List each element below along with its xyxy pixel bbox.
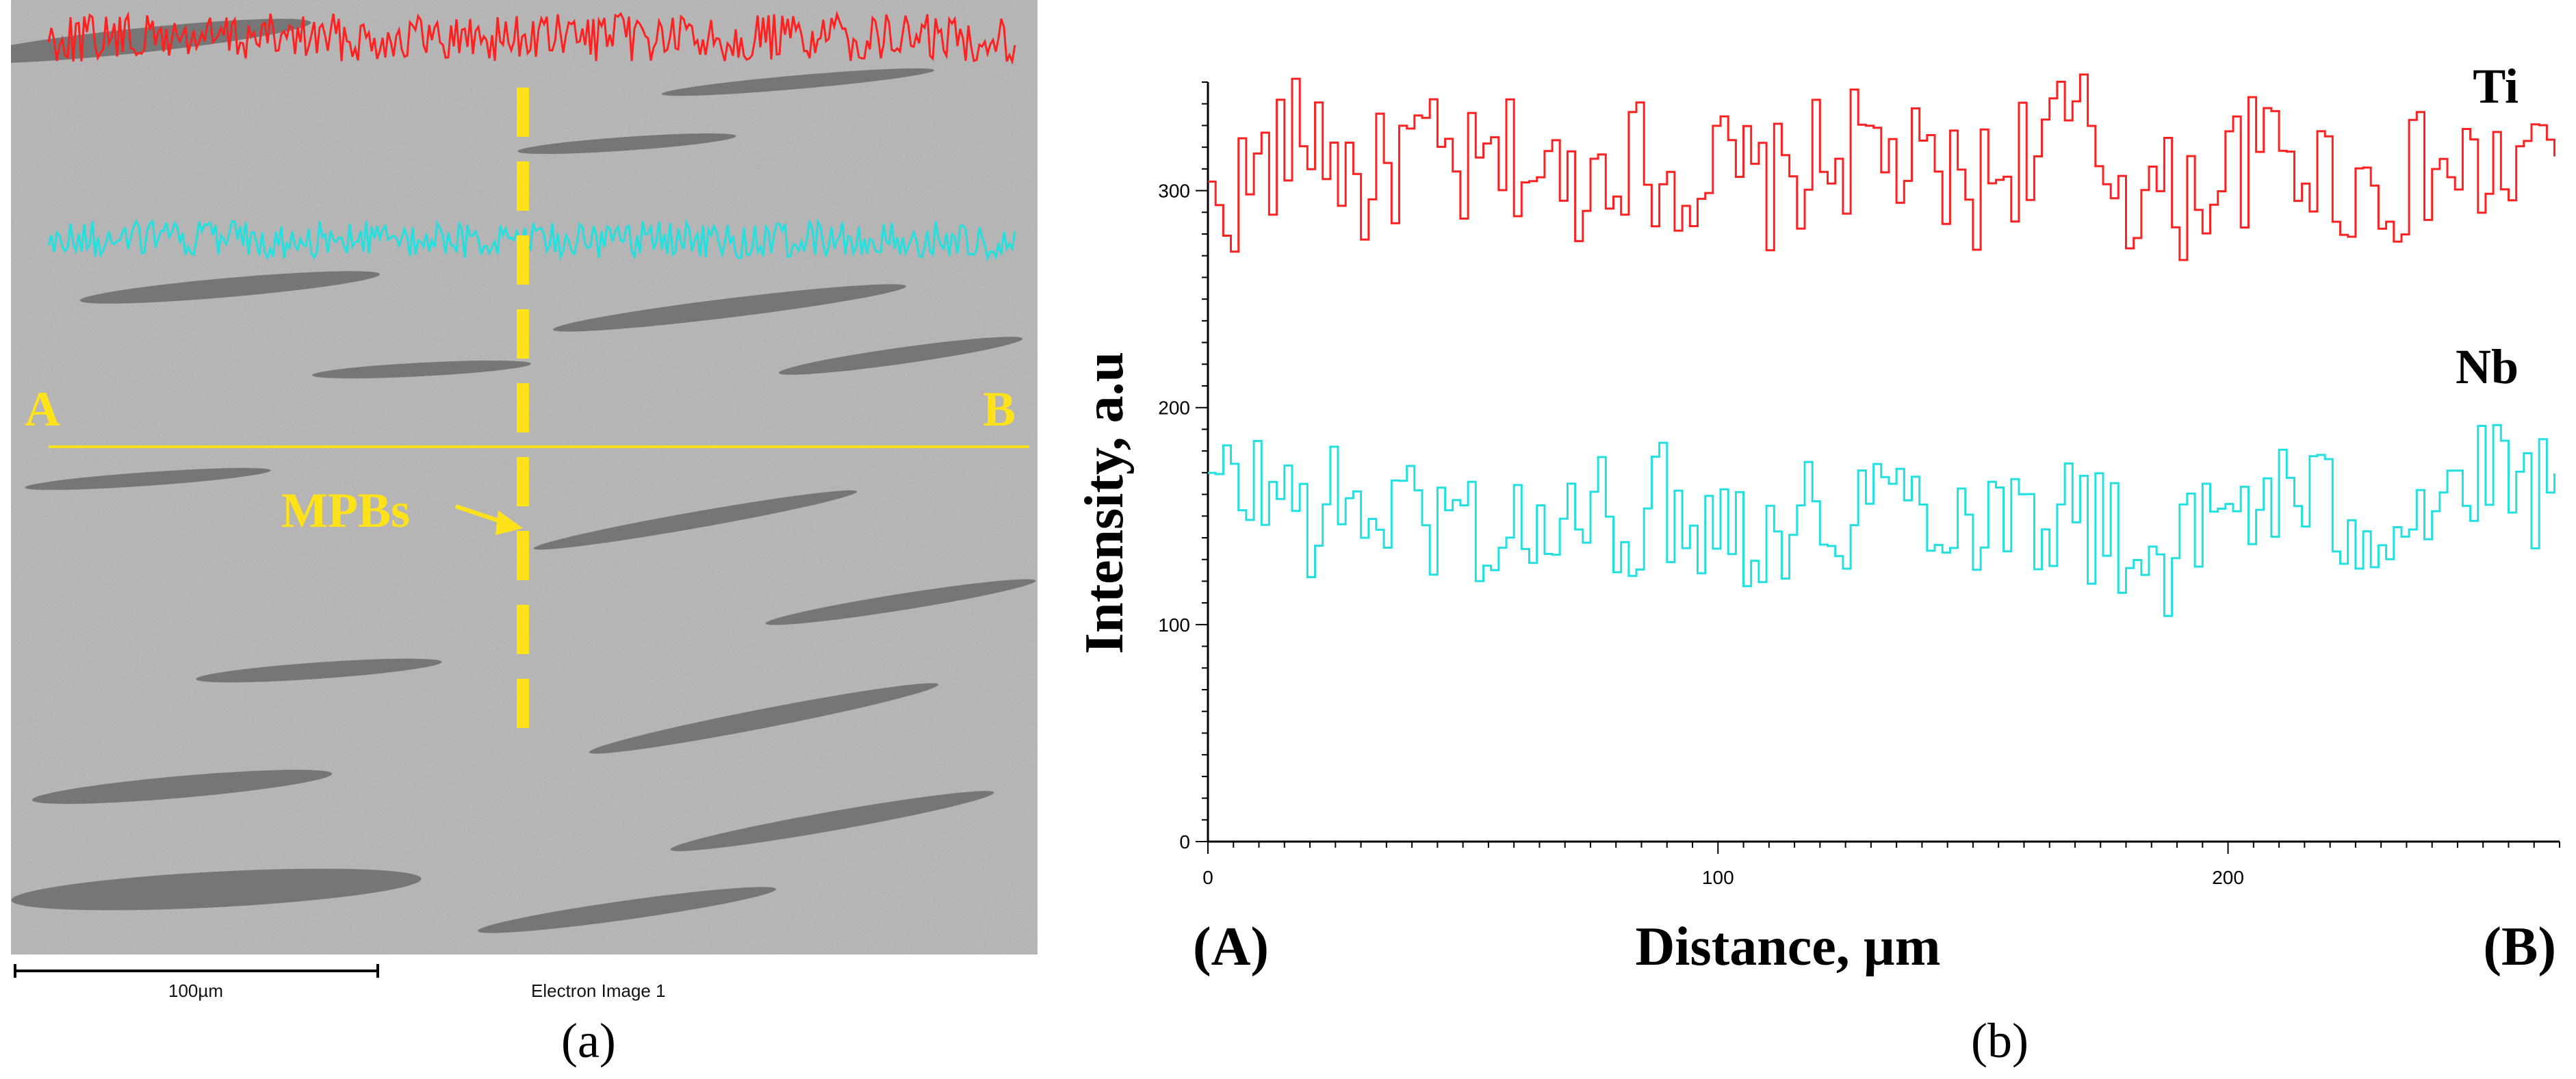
scalebar-label: 100µm bbox=[168, 980, 224, 1001]
series-group bbox=[1208, 73, 2555, 617]
sem-dark-streaks bbox=[11, 18, 1036, 933]
series-nb-line bbox=[1208, 424, 2555, 617]
electron-image-title: Electron Image 1 bbox=[531, 980, 666, 1001]
scalebar-line bbox=[14, 970, 378, 972]
x-axis-title: Distance, µm bbox=[1635, 917, 1940, 977]
end-point-label: (B) bbox=[2483, 917, 2556, 977]
x-tick-label: 0 bbox=[1202, 867, 1213, 888]
x-tick-label: 200 bbox=[2212, 867, 2244, 888]
y-tick-label: 300 bbox=[1158, 181, 1190, 202]
y-tick-labels: 0 100 200 300 bbox=[1158, 181, 1190, 853]
y-tick-label: 200 bbox=[1158, 398, 1190, 419]
series-labels: Ti Nb bbox=[2456, 59, 2519, 394]
scalebar-strip: 100µm Electron Image 1 bbox=[11, 954, 1038, 1002]
x-tick-label: 100 bbox=[1702, 867, 1734, 888]
series-nb-label: Nb bbox=[2456, 339, 2519, 394]
mpb-arrow-head bbox=[495, 510, 523, 535]
scalebar-left-tick bbox=[14, 964, 16, 978]
start-point-label: (A) bbox=[1193, 917, 1269, 977]
caption-b: (b) bbox=[1971, 1013, 2028, 1068]
y-tick-label: 0 bbox=[1179, 831, 1190, 853]
sem-nb-profile bbox=[47, 218, 1016, 262]
point-b-label: B bbox=[983, 382, 1016, 437]
point-a-label: A bbox=[25, 382, 60, 437]
caption-a: (a) bbox=[561, 1013, 616, 1068]
y-tick-label: 100 bbox=[1158, 614, 1190, 636]
y-axis-title: Intensity, a.u bbox=[1074, 352, 1135, 654]
sem-ti-profile bbox=[47, 10, 1016, 66]
x-tick-labels: 0 100 200 bbox=[1202, 867, 2244, 888]
scalebar-right-tick bbox=[376, 964, 379, 978]
line-scan-chart: 0 100 200 300 0 100 200 Ti Nb Intensity, a.u D… bbox=[1074, 59, 2560, 977]
chart-axes bbox=[1196, 81, 2560, 854]
mpbs-label: MPBs bbox=[281, 483, 410, 538]
series-ti-label: Ti bbox=[2473, 59, 2519, 114]
series-ti-line bbox=[1208, 73, 2555, 261]
sem-image-panel: A B MPBs bbox=[11, 0, 1038, 954]
sem-image bbox=[11, 0, 1038, 954]
